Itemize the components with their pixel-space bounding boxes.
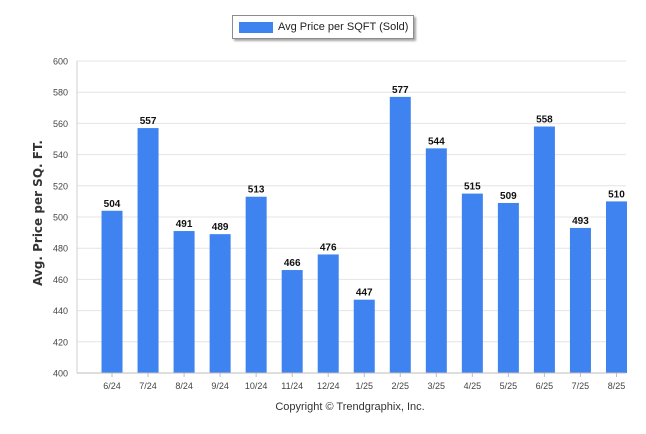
x-tick-label: 11/24 [281, 381, 303, 391]
x-tick-label: 6/24 [103, 381, 121, 391]
bars [101, 96, 627, 374]
y-tick-label: 440 [53, 306, 68, 316]
x-tick-label: 8/25 [608, 381, 626, 391]
bar-3/25 [425, 148, 447, 373]
bar-2/25 [389, 96, 411, 373]
legend-label: Avg Price per SQFT (Sold) [278, 21, 409, 33]
y-tick-label: 420 [53, 337, 68, 347]
data-label: 577 [392, 85, 409, 96]
data-label: 491 [176, 219, 193, 230]
x-tick-label: 1/25 [355, 381, 373, 391]
data-label: 447 [356, 288, 373, 299]
x-tick-label: 7/24 [139, 381, 157, 391]
copyright-text: Copyright © Trendgraphix, Inc. [275, 401, 425, 413]
x-tick-label: 4/25 [464, 381, 482, 391]
bar-7/24 [137, 128, 159, 373]
y-tick-label: 520 [53, 181, 68, 191]
y-axis-ticks: 400 420 440 460 480 500 520 540 560 580 600 [53, 57, 68, 379]
data-label: 489 [212, 222, 229, 233]
y-tick-label: 600 [53, 57, 68, 67]
data-labels: 504 557 491 489 513 466 476 447 577 544 515 509 558 4… [104, 85, 626, 299]
y-tick-label: 540 [53, 150, 68, 160]
bar-8/24 [173, 231, 195, 373]
bar-8/25 [605, 201, 627, 373]
legend: Avg Price per SQFT (Sold) [232, 15, 414, 39]
data-label: 557 [140, 116, 157, 127]
y-tick-label: 560 [53, 119, 68, 129]
gridlines [76, 60, 626, 374]
y-axis-label: Avg. Price per SQ. FT. [31, 140, 45, 286]
data-label: 544 [428, 136, 445, 147]
x-tick-label: 5/25 [500, 381, 518, 391]
bar-4/25 [461, 193, 483, 373]
data-label: 509 [500, 191, 517, 202]
x-tick-label: 10/24 [245, 381, 268, 391]
y-tick-label: 480 [53, 244, 68, 254]
data-label: 558 [536, 115, 553, 126]
x-tick-label: 2/25 [392, 381, 410, 391]
bar-6/24 [101, 210, 123, 373]
bar-11/24 [281, 270, 303, 373]
x-tick-label: 9/24 [211, 381, 229, 391]
bar-9/24 [209, 234, 231, 373]
x-tick-label: 12/24 [317, 381, 340, 391]
bar-6/25 [533, 126, 555, 374]
data-label: 466 [284, 258, 301, 269]
bar-12/24 [317, 254, 339, 373]
y-tick-label: 460 [53, 275, 68, 285]
y-tick-label: 400 [53, 369, 68, 379]
x-tick-label: 6/25 [536, 381, 554, 391]
data-label: 493 [572, 216, 589, 227]
y-tick-label: 500 [53, 213, 68, 223]
x-tick-label: 8/24 [175, 381, 193, 391]
bar-5/25 [497, 202, 519, 373]
bar-10/24 [245, 196, 267, 373]
data-label: 515 [464, 182, 481, 193]
data-label: 510 [608, 189, 625, 200]
x-tick-label: 7/25 [572, 381, 590, 391]
bar-7/25 [569, 227, 591, 373]
data-label: 513 [248, 185, 265, 196]
x-axis-ticks: 6/24 7/24 8/24 9/24 10/24 11/24 12/24 1/25 2/25 3… [77, 372, 626, 391]
legend-swatch [239, 21, 273, 33]
data-label: 504 [104, 199, 121, 210]
bar-1/25 [353, 299, 375, 373]
data-label: 476 [320, 242, 337, 253]
y-tick-label: 580 [53, 88, 68, 98]
x-tick-label: 3/25 [428, 381, 446, 391]
